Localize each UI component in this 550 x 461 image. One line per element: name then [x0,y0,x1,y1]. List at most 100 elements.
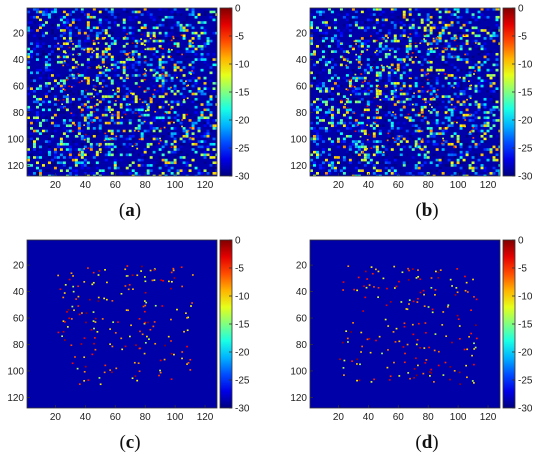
target-point [130,324,132,327]
noise-cell [357,13,361,16]
noise-cell [131,74,135,77]
noise-cell [345,76,349,80]
noise-cell [378,129,382,133]
noise-cell [393,26,397,30]
noise-cell [438,47,442,51]
target-point [345,98,348,101]
noise-cell [402,23,406,27]
target-point [425,359,428,361]
noise-cell [107,105,111,109]
noise-cell [74,172,78,175]
noise-cell [98,148,102,151]
noise-cell [155,103,159,106]
noise-cell [480,84,484,88]
noise-cell [167,50,171,53]
noise-cell [336,111,340,114]
noise-cell [53,161,57,165]
noise-cell [390,92,394,96]
noise-cell [480,174,484,176]
noise-cell [83,71,87,75]
noise-cell [116,21,120,24]
noise-cell [333,34,337,38]
noise-cell [197,119,201,122]
noise-cell [188,42,192,46]
noise-cell [420,21,424,24]
noise-cell [435,113,439,117]
noise-cell [393,66,397,69]
noise-cell [80,134,84,138]
noise-cell [321,150,325,154]
target-point [59,56,62,59]
noise-cell [378,132,382,135]
noise-cell [170,132,174,135]
target-point [411,268,414,270]
noise-cell [396,15,400,19]
noise-cell [101,58,105,61]
noise-cell [62,63,66,67]
noise-cell [396,95,400,98]
noise-cell [423,174,427,176]
noise-cell [432,169,436,173]
noise-cell [342,137,346,141]
noise-cell [185,79,189,83]
noise-cell [113,129,117,133]
target-point [345,330,348,333]
noise-cell [77,90,81,93]
noise-cell [131,164,135,167]
noise-cell [158,95,162,98]
noise-cell [128,58,132,61]
noise-cell [324,47,328,51]
noise-cell [477,142,481,146]
noise-cell [450,105,454,109]
noise-cell [408,68,412,72]
noise-cell [110,8,114,11]
noise-cell [351,153,355,157]
noise-cell [444,26,448,30]
noise-cell [197,76,201,80]
noise-cell [53,95,57,98]
noise-cell [74,164,78,167]
noise-cell [119,166,123,170]
noise-cell [348,82,352,85]
noise-cell [366,100,370,104]
noise-cell [56,142,60,146]
noise-cell [360,129,364,133]
noise-cell [122,66,126,69]
noise-cell [321,74,325,77]
colorbar-tick-label: -15 [518,320,533,331]
target-point [473,342,475,345]
noise-cell [310,174,313,176]
noise-cell [80,100,84,104]
noise-cell [65,47,69,51]
colorbar-tick-label: -10 [235,292,250,303]
noise-cell [408,18,412,22]
noise-cell [27,21,30,24]
noise-cell [444,129,448,133]
noise-cell [384,172,388,175]
noise-cell [339,79,343,83]
target-point [83,337,86,339]
noise-cell [47,103,51,106]
noise-cell [131,31,135,35]
noise-cell [110,116,114,120]
noise-cell [65,97,69,101]
noise-cell [140,66,144,69]
noise-cell [459,172,463,175]
noise-cell [119,153,123,157]
noise-cell [483,26,487,30]
noise-cell [194,76,198,80]
noise-cell [414,60,418,64]
noise-cell [363,145,367,149]
noise-cell [363,164,367,167]
noise-cell [50,29,54,32]
noise-cell [191,142,195,146]
noise-cell [110,37,114,40]
target-point [446,126,449,129]
noise-cell [27,158,30,162]
noise-cell [113,39,117,43]
heatmap-panel-d: 20 40 60 80 100 120204060801001200-5-10-15-20… [290,236,533,424]
noise-cell [122,87,126,90]
noise-cell [327,156,331,159]
noise-cell [80,63,84,67]
noise-cell [146,71,150,75]
